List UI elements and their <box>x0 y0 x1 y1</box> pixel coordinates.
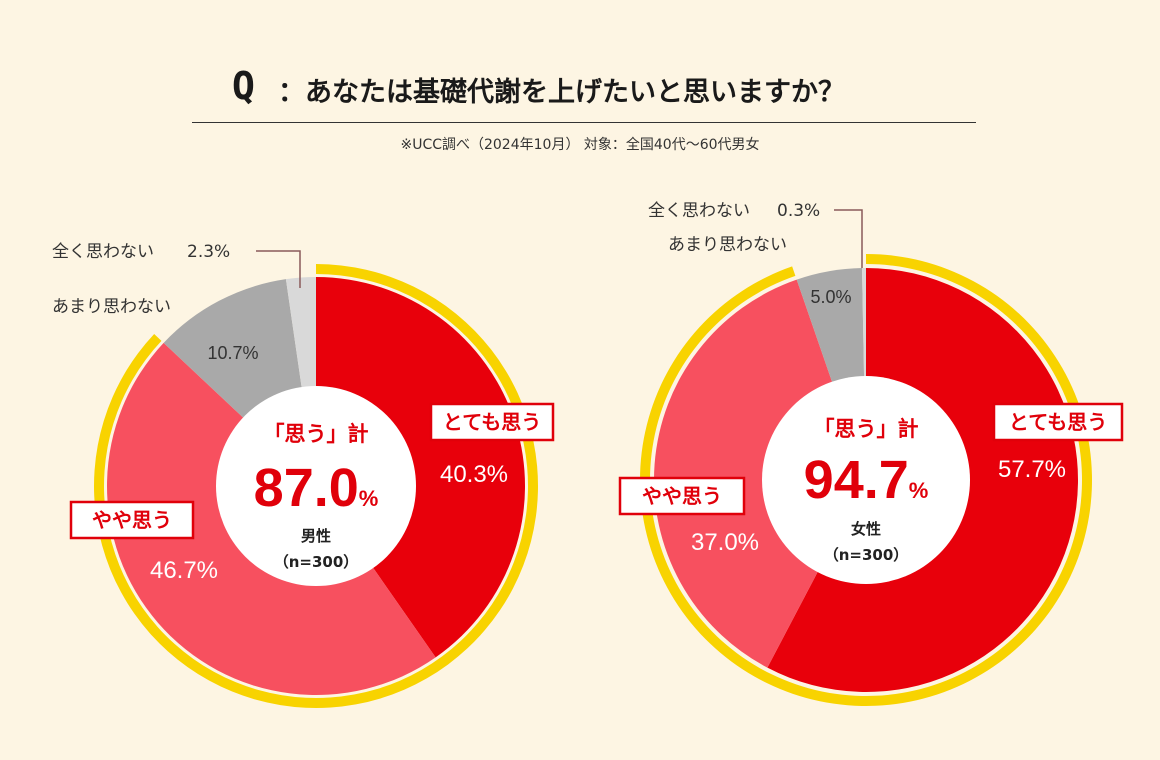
pie-male-label-box-very <box>429 402 555 442</box>
title-q-mark: Q <box>232 64 255 108</box>
pie-male-center-circle <box>216 386 416 586</box>
pie-male-value-somewhat: 46.7% <box>150 557 218 584</box>
pie-female-value-not-at-all: 0.3% <box>777 201 820 221</box>
pie-male-label-somewhat: やや思う <box>92 508 172 532</box>
pie-female-center-total: 94.7% <box>804 450 929 510</box>
pie-male-center-total: 87.0% <box>254 458 379 518</box>
pie-female-label-not-really: あまり思わない <box>668 235 787 255</box>
pie-male: 「思う」計 87.0% 男性 （n=300） とても思う 40.3% やや思う … <box>52 242 555 708</box>
pie-male-slice-very-much <box>316 277 525 658</box>
pie-male-label-not-really: あまり思わない <box>52 297 171 317</box>
pie-female-center-heading: 「思う」計 <box>814 417 919 441</box>
pie-female-label-box-very <box>992 402 1124 442</box>
pie-male-label-not-at-all: 全く思わない <box>52 242 154 262</box>
pie-female-value-very: 57.7% <box>998 456 1066 483</box>
pie-female-group: 女性 <box>851 520 881 538</box>
pie-male-label-very: とても思う <box>443 410 541 434</box>
survey-note: ※UCC調べ（2024年10月） 対象：全国40代～60代男女 <box>400 137 760 153</box>
pie-male-value-very: 40.3% <box>440 461 508 488</box>
pie-female-label-somewhat: やや思う <box>642 484 722 508</box>
pie-female-n: （n=300） <box>824 546 909 564</box>
pie-female-leader-line <box>834 209 863 268</box>
pie-male-label-box-somewhat <box>69 500 195 540</box>
pie-male-group: 男性 <box>301 527 331 545</box>
pie-male-value-not-at-all: 2.3% <box>187 242 230 262</box>
title-question: ：あなたは基礎代謝を上げたいと思いますか？ <box>278 77 845 108</box>
chart-title: Q ：あなたは基礎代謝を上げたいと思いますか？ <box>192 58 976 123</box>
pie-male-n: （n=300） <box>274 553 359 571</box>
pie-female-label-box-somewhat <box>618 476 746 516</box>
pie-male-center-heading: 「思う」計 <box>264 422 369 446</box>
pie-female-label-very: とても思う <box>1009 410 1107 434</box>
pie-male-value-not-really: 10.7% <box>207 343 258 363</box>
pie-male-leader-line <box>256 250 301 288</box>
pie-female-label-not-at-all: 全く思わない <box>648 201 750 221</box>
pie-female-center-circle <box>762 376 970 584</box>
pie-female-value-somewhat: 37.0% <box>691 529 759 556</box>
pie-female-value-not-really: 5.0% <box>810 287 851 307</box>
pie-female: 「思う」計 94.7% 女性 （n=300） とても思う 57.7% やや思う … <box>618 201 1124 706</box>
pie-female-slice-somewhat <box>653 279 866 668</box>
